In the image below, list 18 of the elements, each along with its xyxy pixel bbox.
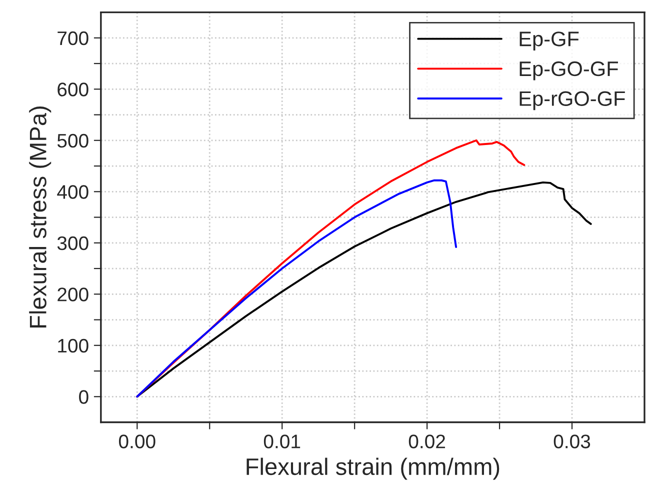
y-tick-label: 100 <box>58 338 88 353</box>
y-tick-label: 300 <box>57 236 88 250</box>
x-tick-label: 0.02 <box>408 434 446 448</box>
x-axis-title: Flexural strain (mm/mm) <box>246 458 500 480</box>
x-tick-label: 0.00 <box>118 434 156 448</box>
x-tick-label: 0.03 <box>554 434 590 448</box>
y-tick-label: 700 <box>58 31 88 46</box>
legend-label: Ep-rGO-GF <box>520 91 625 110</box>
legend-label: Ep-GO-GF <box>520 61 618 80</box>
y-tick-label: 200 <box>58 288 88 302</box>
x-tick-label: 0.01 <box>264 434 300 448</box>
y-tick-label: 0 <box>79 390 88 404</box>
legend-label: Ep-GF <box>520 32 579 50</box>
y-axis-title: Flexural stress (MPa) <box>29 106 52 328</box>
y-tick-label: 500 <box>57 134 88 148</box>
y-tick-label: 600 <box>58 82 88 96</box>
y-tick-label: 400 <box>57 185 88 199</box>
line-series <box>136 179 458 398</box>
